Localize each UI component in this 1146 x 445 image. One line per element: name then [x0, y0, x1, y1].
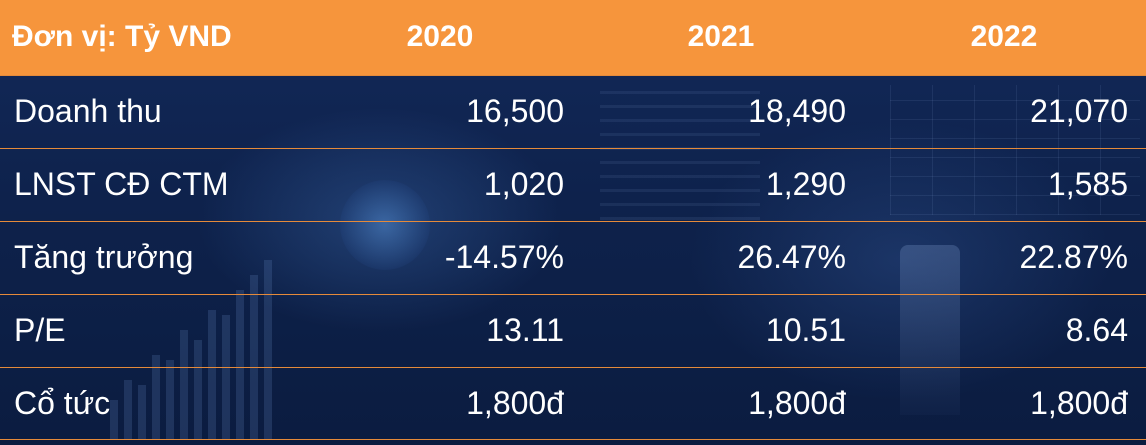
table-cell: 8.64: [862, 293, 1146, 368]
table-cell: 22.87%: [862, 220, 1146, 295]
year-header: 2021: [687, 20, 755, 54]
row-label: LNST CĐ CTM: [0, 147, 300, 222]
table-cell: 1,290: [580, 147, 862, 222]
table-cell: 1,800đ: [300, 366, 580, 440]
table-row: Cổ tức 1,800đ 1,800đ 1,800đ: [0, 366, 1146, 440]
table-cell: 21,070: [862, 74, 1146, 149]
table-cell: -14.57%: [300, 220, 580, 295]
table-cell: 10.51: [580, 293, 862, 368]
table-cell: 1,800đ: [862, 366, 1146, 440]
table-body: Doanh thu 16,500 18,490 21,070 LNST CĐ C…: [0, 74, 1146, 440]
table-cell: 1,585: [862, 147, 1146, 222]
table-cell: 1,020: [300, 147, 580, 222]
table-cell: 16,500: [300, 74, 580, 149]
table-row: P/E 13.11 10.51 8.64: [0, 293, 1146, 368]
header-row: Đơn vị: Tỷ VND 2020 2021 2022: [0, 0, 1146, 75]
table-row: Doanh thu 16,500 18,490 21,070: [0, 74, 1146, 149]
row-label: P/E: [0, 293, 300, 368]
table-cell: 18,490: [580, 74, 862, 149]
table-cell: 26.47%: [580, 220, 862, 295]
year-header: 2020: [406, 20, 474, 54]
row-label: Doanh thu: [0, 74, 300, 149]
year-header: 2022: [970, 20, 1038, 54]
table-header: Đơn vị: Tỷ VND 2020 2021 2022: [0, 0, 1146, 75]
table-cell: 13.11: [300, 293, 580, 368]
table-cell: 1,800đ: [580, 366, 862, 440]
row-label: Cổ tức: [0, 366, 300, 440]
table-row: Tăng trưởng -14.57% 26.47% 22.87%: [0, 220, 1146, 295]
unit-label: Đơn vị: Tỷ VND: [12, 20, 232, 54]
table-row: LNST CĐ CTM 1,020 1,290 1,585: [0, 147, 1146, 222]
row-label: Tăng trưởng: [0, 220, 300, 295]
